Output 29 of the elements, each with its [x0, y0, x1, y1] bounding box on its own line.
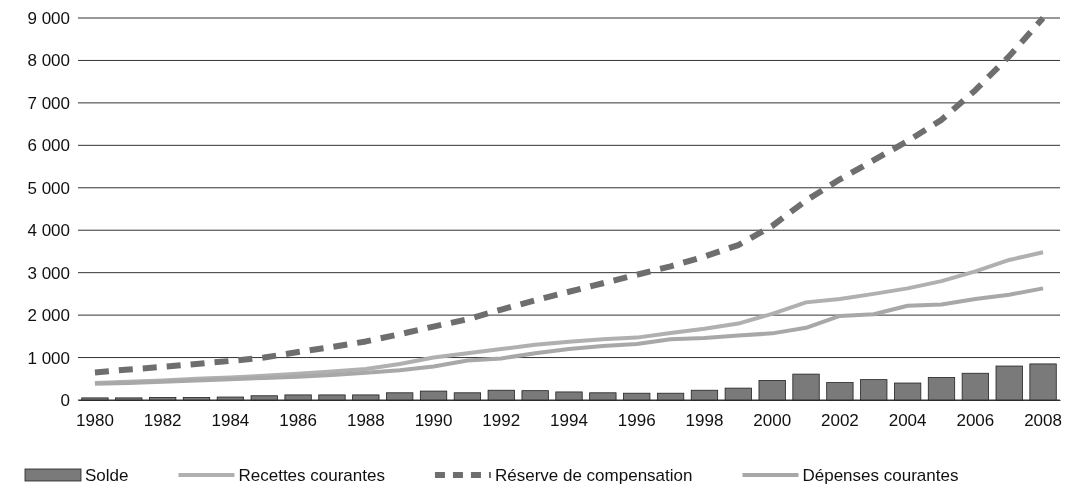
x-tick-label: 2002 — [820, 411, 859, 431]
y-tick-label: 6 000 — [27, 136, 70, 156]
x-tick-label: 2008 — [1024, 411, 1062, 431]
x-tick-label: 1988 — [346, 411, 385, 431]
x-tick-label: 2006 — [956, 411, 995, 431]
y-tick-label: 9 000 — [27, 8, 70, 28]
x-tick-label: 1980 — [76, 411, 114, 431]
x-tick-label: 1982 — [143, 411, 182, 431]
y-tick-label: 8 000 — [27, 51, 70, 71]
x-tick-label: 1998 — [685, 411, 724, 431]
x-tick-label: 1992 — [482, 411, 521, 431]
y-tick-label: 0 — [60, 390, 70, 410]
legend-label: Solde — [85, 466, 129, 485]
x-tick-label: 1990 — [414, 411, 453, 431]
y-tick-label: 1 000 — [27, 348, 70, 368]
y-tick-label: 5 000 — [27, 178, 70, 198]
x-tick-label: 2000 — [753, 411, 792, 431]
legend-label: Recettes courantes — [238, 466, 385, 485]
x-tick-label: 1994 — [550, 411, 588, 431]
legend-label: Dépenses courantes — [802, 466, 959, 485]
y-tick-label: 3 000 — [27, 263, 70, 283]
legend-label: Réserve de compensation — [494, 466, 693, 485]
x-tick-label: 1996 — [617, 411, 656, 431]
y-tick-label: 7 000 — [27, 93, 70, 113]
y-tick-label: 4 000 — [27, 221, 70, 241]
x-tick-label: 2004 — [888, 411, 927, 431]
x-tick-label: 1984 — [211, 411, 250, 431]
y-tick-label: 2 000 — [27, 306, 70, 326]
x-tick-label: 1986 — [279, 411, 318, 431]
